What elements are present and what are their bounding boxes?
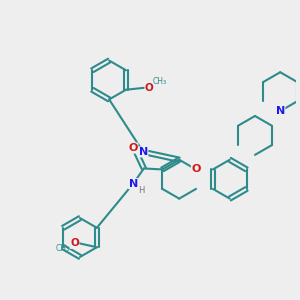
Text: N: N (276, 106, 285, 116)
Text: CH₃: CH₃ (56, 244, 70, 253)
Text: N: N (139, 147, 148, 157)
Text: N: N (129, 178, 138, 189)
Text: O: O (128, 143, 138, 153)
Text: O: O (145, 83, 154, 93)
Text: O: O (191, 164, 201, 174)
Text: H: H (138, 186, 144, 195)
Text: O: O (70, 238, 79, 248)
Text: CH₃: CH₃ (153, 77, 167, 86)
